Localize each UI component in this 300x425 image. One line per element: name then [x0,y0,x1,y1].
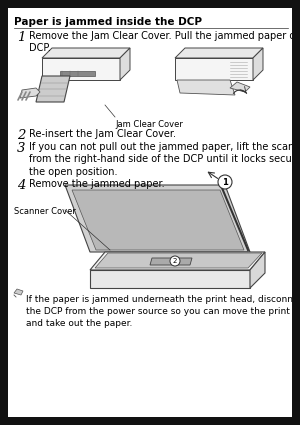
Polygon shape [20,88,40,98]
Bar [42,58,120,80]
Polygon shape [175,48,263,58]
Polygon shape [90,252,265,270]
Bar [0,0,300,8]
Text: Re-insert the Jam Clear Cover.: Re-insert the Jam Clear Cover. [29,129,176,139]
Polygon shape [95,253,262,268]
Polygon shape [42,48,130,58]
Text: Remove the Jam Clear Cover. Pull the jammed paper out of the
DCP.: Remove the Jam Clear Cover. Pull the jam… [29,31,300,54]
Text: 2: 2 [173,258,177,264]
Polygon shape [150,258,192,265]
Text: 4: 4 [17,179,26,192]
Polygon shape [253,48,263,80]
Polygon shape [230,82,250,92]
Polygon shape [250,252,265,288]
Text: 3: 3 [17,142,26,155]
Circle shape [218,175,232,189]
Polygon shape [177,80,235,95]
Text: 1: 1 [222,178,228,187]
Bar [60,71,95,76]
Circle shape [170,256,180,266]
Polygon shape [65,185,250,252]
Polygon shape [36,76,70,102]
Bar [0,0,8,425]
Text: 2: 2 [17,129,26,142]
Polygon shape [90,270,250,288]
Text: If you can not pull out the jammed paper, lift the scanner cover
from the right-: If you can not pull out the jammed paper… [29,142,300,177]
Text: If the paper is jammed underneath the print head, disconnect
the DCP from the po: If the paper is jammed underneath the pr… [26,295,300,328]
Polygon shape [14,289,23,295]
Text: Scanner Cover: Scanner Cover [14,207,76,216]
Text: Jam Clear Cover: Jam Clear Cover [115,120,183,129]
Bar [292,0,300,425]
Polygon shape [120,48,130,80]
Text: 1: 1 [17,31,26,44]
Polygon shape [72,190,244,250]
Text: Remove the jammed paper.: Remove the jammed paper. [29,179,165,189]
Bar [175,58,253,80]
Bar [0,417,300,425]
Text: Paper is jammed inside the DCP: Paper is jammed inside the DCP [14,17,202,27]
